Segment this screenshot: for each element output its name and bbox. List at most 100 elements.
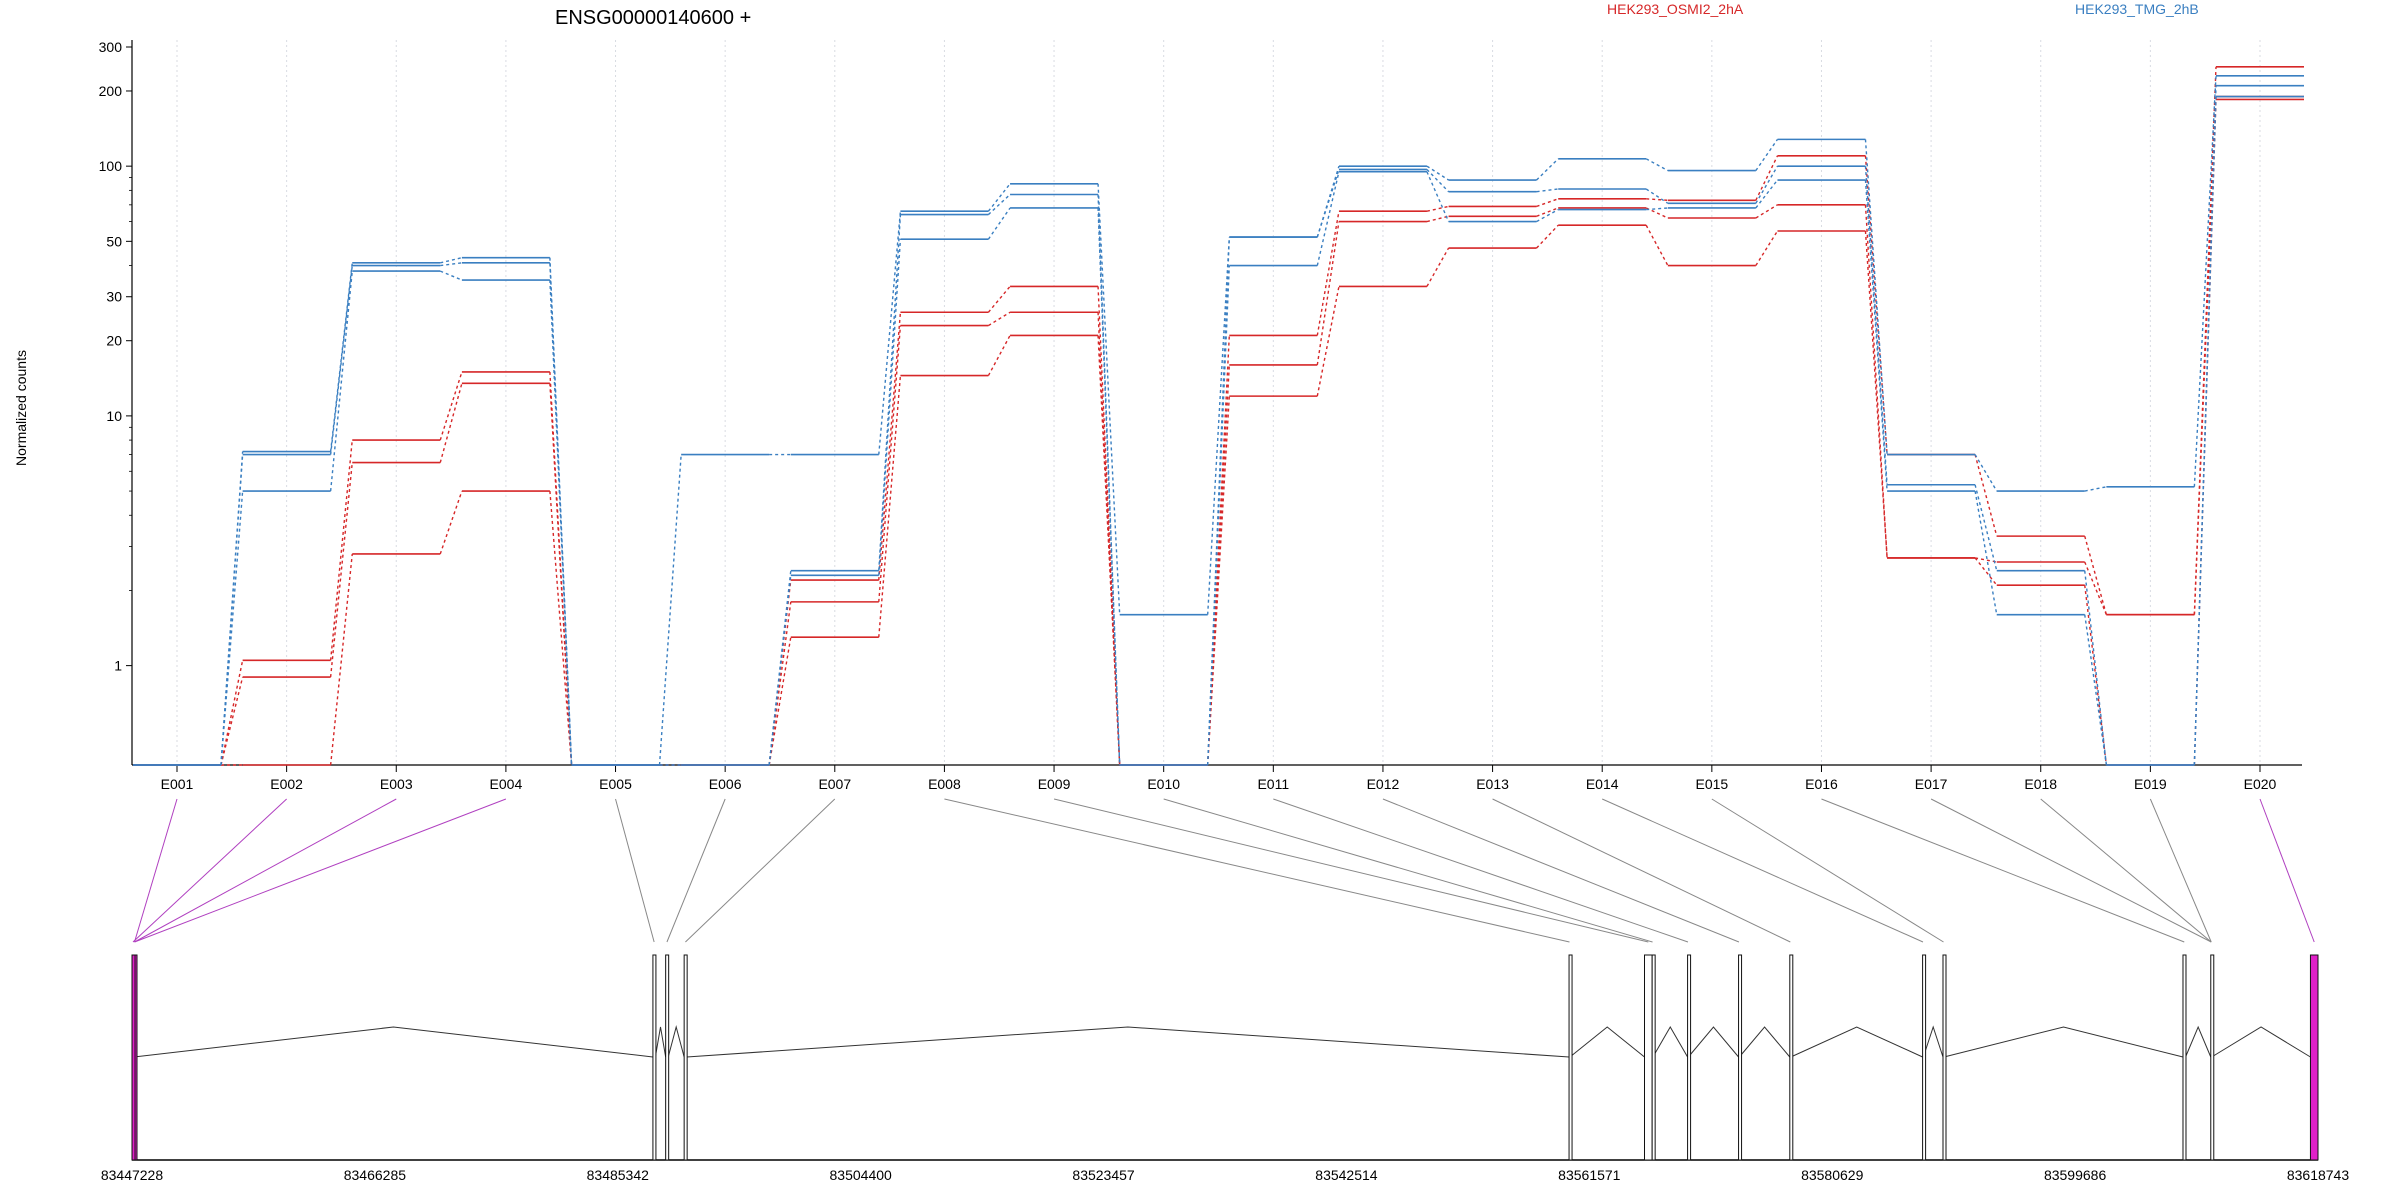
exon-box bbox=[1738, 954, 1743, 1161]
x-tick-label-E002: E002 bbox=[270, 776, 303, 792]
series-connector bbox=[439, 383, 463, 463]
intron-line bbox=[667, 1025, 685, 1058]
coordinate-tick-label: 83466285 bbox=[344, 1167, 407, 1183]
gridlines bbox=[176, 40, 2261, 765]
series-connector bbox=[1755, 165, 1779, 204]
series-connector bbox=[1206, 237, 1231, 615]
series-connector bbox=[878, 239, 902, 576]
x-tick-label-E008: E008 bbox=[928, 776, 961, 792]
y-axis: 1 10 20 30 50 100 200 300 bbox=[99, 39, 133, 765]
series-connector bbox=[987, 285, 1011, 313]
series-connector bbox=[1755, 138, 1779, 171]
coordinate-tick-label: 83618743 bbox=[2287, 1167, 2350, 1183]
exon-box bbox=[131, 954, 136, 1161]
series-connector bbox=[1316, 221, 1340, 366]
exon-box bbox=[1644, 954, 1653, 1161]
series-connector bbox=[1646, 207, 1668, 211]
series-connector bbox=[878, 211, 902, 455]
connector-E020 bbox=[2259, 798, 2315, 943]
series-connector bbox=[329, 262, 353, 452]
series-connector bbox=[1864, 230, 1888, 558]
x-tick-label-E019: E019 bbox=[2134, 776, 2167, 792]
exon-connectors bbox=[132, 798, 2315, 943]
coordinate-tick-label: 83504400 bbox=[830, 1167, 893, 1183]
intron-line bbox=[1790, 1026, 1923, 1058]
connector-E017 bbox=[1930, 798, 2212, 943]
intron-line bbox=[1922, 1025, 1944, 1058]
coordinate-tick-label: 83523457 bbox=[1072, 1167, 1135, 1183]
series-connector bbox=[329, 440, 353, 661]
series-connector bbox=[1864, 139, 1888, 455]
x-tick-label-E001: E001 bbox=[161, 776, 194, 792]
series-connector bbox=[1755, 230, 1779, 266]
series-connector bbox=[329, 271, 353, 492]
series-connector bbox=[1536, 208, 1559, 223]
x-axis: E001 E002 E003 E004 E005 E006 E007 E008 E009 E010… bbox=[132, 764, 2302, 792]
series-connector bbox=[1097, 183, 1121, 615]
intron-line bbox=[1687, 1026, 1739, 1058]
connector-E002 bbox=[132, 798, 287, 943]
series-connector bbox=[220, 491, 244, 766]
x-tick-label-E017: E017 bbox=[1915, 776, 1948, 792]
series-connector bbox=[439, 490, 463, 555]
intron-line bbox=[1943, 1026, 2184, 1058]
intron-line bbox=[1738, 1026, 1791, 1058]
series-connector bbox=[1316, 165, 1340, 238]
series-connector bbox=[1974, 454, 1998, 492]
x-tick-label-E014: E014 bbox=[1586, 776, 1619, 792]
intron-line bbox=[654, 1026, 667, 1058]
series-connector bbox=[1864, 204, 1888, 558]
series-1 bbox=[133, 95, 2304, 766]
exon-box bbox=[1687, 954, 1692, 1161]
series-connector bbox=[1097, 194, 1121, 766]
series-connector bbox=[1974, 557, 1997, 563]
series-connector bbox=[1646, 198, 1668, 201]
exon-box bbox=[1922, 954, 1927, 1161]
y-tick-label: 20 bbox=[106, 333, 122, 349]
series-connector bbox=[1864, 166, 1888, 485]
exon-box bbox=[665, 954, 670, 1161]
connector-E009 bbox=[1053, 798, 1649, 943]
x-tick-label-E018: E018 bbox=[2024, 776, 2057, 792]
series-connector bbox=[1974, 484, 1998, 571]
connector-E015 bbox=[1711, 798, 1944, 943]
connector-E014 bbox=[1602, 798, 1924, 943]
series-connector bbox=[768, 637, 792, 766]
connector-E011 bbox=[1273, 798, 1689, 943]
series-connector bbox=[1097, 286, 1121, 766]
x-tick-label-E011: E011 bbox=[1257, 776, 1289, 792]
series-connector bbox=[1206, 335, 1231, 766]
x-tick-label-E004: E004 bbox=[490, 776, 523, 792]
series-connector bbox=[549, 383, 573, 766]
x-tick-label-E010: E010 bbox=[1147, 776, 1180, 792]
series-connector bbox=[988, 311, 1011, 327]
series-connector bbox=[1536, 188, 1559, 193]
series-connector bbox=[1426, 171, 1450, 222]
series-connector bbox=[2084, 585, 2108, 766]
series-connector bbox=[329, 553, 353, 766]
series-connector bbox=[2084, 561, 2108, 615]
y-tick-label: 30 bbox=[106, 289, 122, 305]
coordinate-tick-label: 83485342 bbox=[587, 1167, 650, 1183]
series-connector bbox=[768, 570, 792, 766]
series-3 bbox=[133, 95, 2304, 766]
intron-line bbox=[686, 1026, 1570, 1058]
y-tick-label: 200 bbox=[99, 83, 123, 99]
y-tick-label: 100 bbox=[99, 158, 123, 174]
connector-E019 bbox=[2149, 798, 2212, 943]
series-connector bbox=[1864, 155, 1888, 455]
coordinate-tick-label: 83542514 bbox=[1315, 1167, 1378, 1183]
series-connector bbox=[1755, 155, 1779, 201]
genome-coordinate-axis: 83447228 83466285 83485342 83504400 83523457… bbox=[101, 1167, 2350, 1183]
x-tick-label-E012: E012 bbox=[1367, 776, 1400, 792]
connector-E010 bbox=[1163, 798, 1653, 943]
legend-entry-osmi2: HEK293_OSMI2_2hA bbox=[1607, 1, 1744, 17]
x-tick-label-E020: E020 bbox=[2244, 776, 2277, 792]
series-connector bbox=[878, 325, 902, 602]
series-connector bbox=[549, 491, 573, 766]
series-connector bbox=[1645, 158, 1669, 172]
series-connector bbox=[1645, 207, 1669, 219]
x-tick-label-E016: E016 bbox=[1805, 776, 1838, 792]
connector-E012 bbox=[1382, 798, 1740, 943]
series-connector bbox=[1536, 158, 1559, 181]
